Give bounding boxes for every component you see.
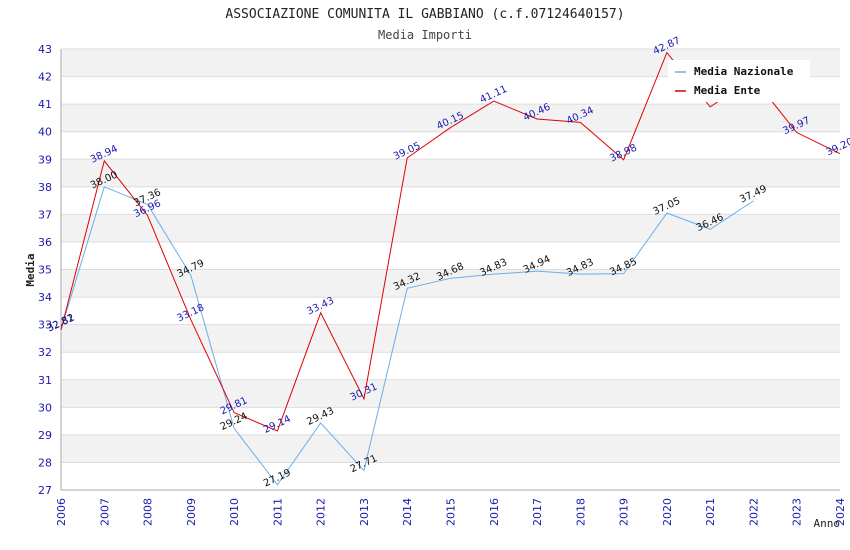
x-tick-label: 2019 xyxy=(618,498,631,526)
plot-band xyxy=(61,214,840,242)
plot-band xyxy=(61,324,840,353)
y-tick-label: 42 xyxy=(38,71,52,84)
x-tick-label: 2007 xyxy=(98,498,111,526)
plot-band xyxy=(61,269,840,298)
x-tick-label: 2011 xyxy=(271,498,284,526)
legend-label-nazionale: Media Nazionale xyxy=(694,65,794,78)
chart-subtitle: Media Importi xyxy=(378,28,472,42)
y-tick-label: 29 xyxy=(38,429,52,442)
plot-band xyxy=(61,186,840,215)
plot-band xyxy=(61,434,840,463)
x-tick-label: 2017 xyxy=(531,498,544,526)
y-tick-label: 38 xyxy=(38,181,52,194)
chart-title: ASSOCIAZIONE COMUNITA IL GABBIANO (c.f.0… xyxy=(225,7,624,22)
y-tick-label: 35 xyxy=(38,264,52,277)
y-tick-label: 32 xyxy=(38,346,52,359)
series-line-media-ente xyxy=(60,51,841,432)
y-tick-label: 34 xyxy=(38,291,52,304)
y-tick-label: 40 xyxy=(38,126,52,139)
y-tick-label: 27 xyxy=(38,484,52,497)
plot-band xyxy=(61,159,840,187)
x-tick-label: 2010 xyxy=(228,498,241,526)
y-tick-label: 28 xyxy=(38,456,52,469)
x-tick-label: 2012 xyxy=(315,498,328,526)
plot-band xyxy=(61,352,840,380)
x-tick-label: 2008 xyxy=(142,498,155,526)
x-tick-label: 2013 xyxy=(358,498,371,526)
y-tick-label: 39 xyxy=(38,153,52,166)
series-lines xyxy=(60,51,841,486)
x-tick-label: 2006 xyxy=(55,498,68,526)
x-tick-label: 2022 xyxy=(747,498,760,526)
x-tick-label: 2009 xyxy=(185,498,198,526)
series-line-media-nazionale xyxy=(60,186,754,486)
plot-band xyxy=(61,462,840,490)
legend-label-ente: Media Ente xyxy=(694,84,761,97)
y-tick-label: 30 xyxy=(38,401,52,414)
grid-lines xyxy=(61,48,840,491)
plot-band xyxy=(61,407,840,435)
y-tick-label: 31 xyxy=(38,374,52,387)
legend-box xyxy=(668,60,810,102)
x-tick-label: 2021 xyxy=(704,498,717,526)
x-tick-label: 2024 xyxy=(834,498,847,526)
plot-band xyxy=(61,379,840,408)
y-tick-label: 43 xyxy=(38,43,52,56)
y-tick-labels: 27 28 29 30 31 32 33 34 35 36 37 38 39 40 41 42 43 xyxy=(38,43,52,497)
x-tick-label: 2014 xyxy=(401,498,414,526)
x-tick-label: 2020 xyxy=(661,498,674,526)
x-tick-label: 2016 xyxy=(488,498,501,526)
y-tick-label: 41 xyxy=(38,98,52,111)
plot-band xyxy=(61,131,840,160)
y-axis-label: Media xyxy=(24,253,37,286)
axes xyxy=(60,49,840,491)
y-tick-label: 33 xyxy=(38,319,52,332)
y-tick-label: 36 xyxy=(38,236,52,249)
plot-band xyxy=(61,241,840,270)
x-tick-label: 2015 xyxy=(445,498,458,526)
legend: Media Nazionale Media Ente xyxy=(668,60,810,102)
x-tick-label: 2023 xyxy=(791,498,804,526)
x-axis-label: Anno xyxy=(814,517,841,530)
y-tick-label: 37 xyxy=(38,208,52,221)
x-tick-labels: 2006 2007 2008 2009 2010 2011 2012 2013 2014 2015… xyxy=(55,498,847,526)
plot-bands xyxy=(61,49,840,490)
x-tick-label: 2018 xyxy=(574,498,587,526)
